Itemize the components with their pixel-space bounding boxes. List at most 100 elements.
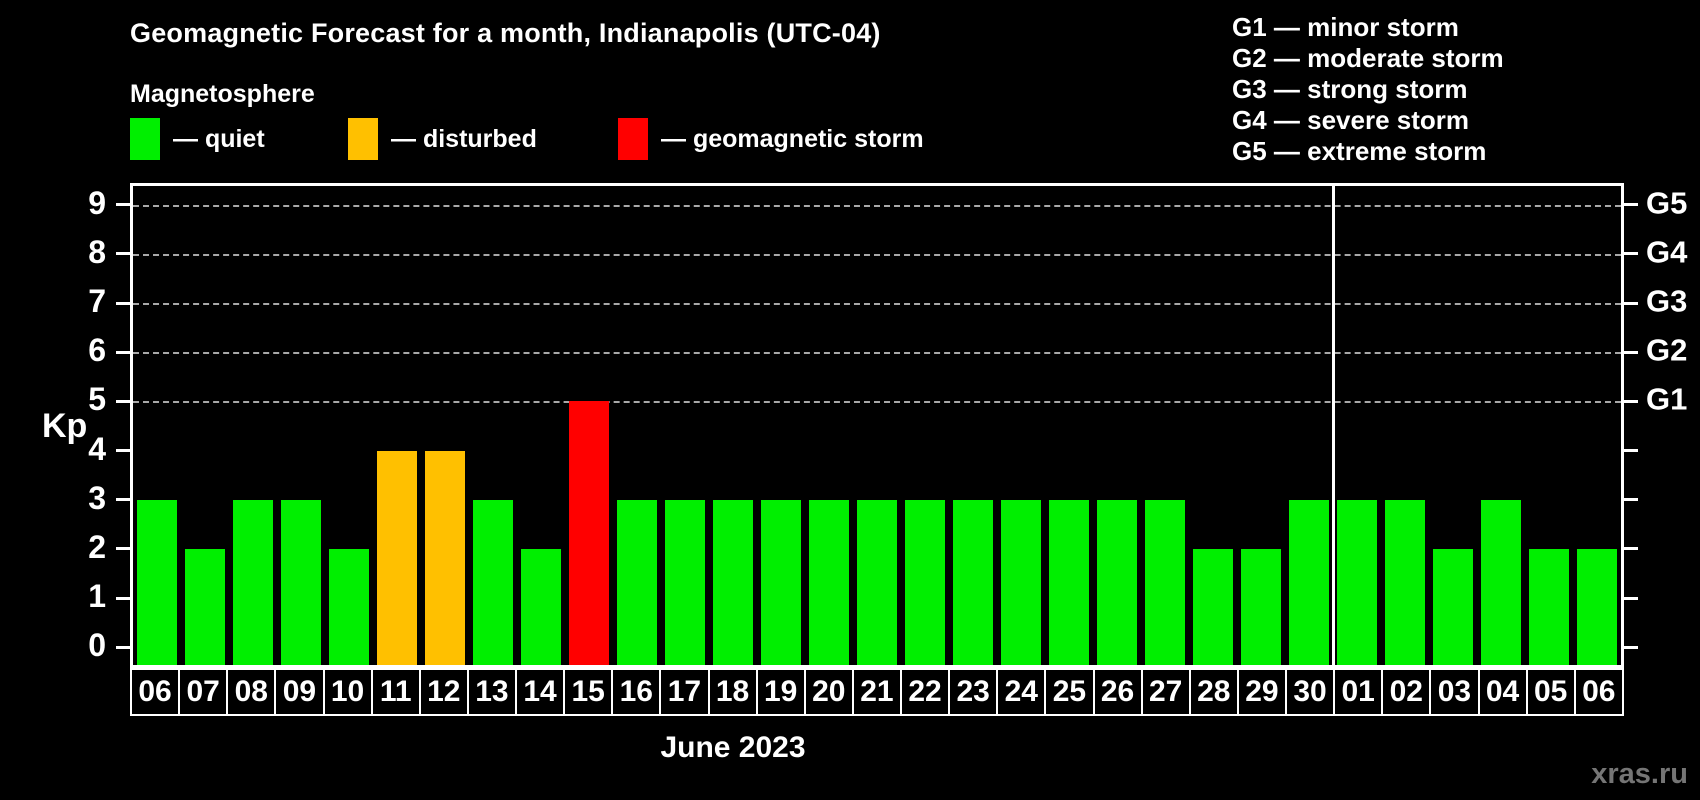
gridline-kp-7: [133, 303, 1621, 306]
kp-bar-day-16: [616, 499, 658, 665]
month-separator-line: [1331, 186, 1335, 665]
date-cell-13: 13: [466, 670, 515, 714]
left-tick-1: [116, 596, 130, 600]
kp-bar-day-03: [1432, 548, 1474, 665]
status-legend: — quiet — disturbed — geomagnetic storm: [0, 116, 1100, 162]
x-axis-month-label: June 2023: [660, 731, 806, 764]
plot-area: [130, 183, 1624, 668]
kp-bar-day-12: [424, 450, 466, 665]
kp-bar-day-11: [376, 450, 418, 665]
date-cell-05-next-month: 05: [1525, 670, 1574, 714]
magnetosphere-label: Magnetosphere: [130, 80, 315, 108]
date-cell-03-next-month: 03: [1429, 670, 1477, 714]
right-axis-label-g3: G3: [1646, 283, 1688, 319]
legend-item-storm: — geomagnetic storm: [618, 116, 924, 162]
g4-legend-line: G4 — severe storm: [1232, 105, 1470, 135]
kp-bar-day-08: [232, 499, 274, 665]
right-axis-label-g4: G4: [1646, 234, 1688, 270]
kp-bar-day-18: [712, 499, 754, 665]
legend-item-disturbed: — disturbed: [348, 116, 537, 162]
right-axis-label-g5: G5: [1646, 185, 1688, 221]
date-cell-30: 30: [1285, 670, 1333, 714]
kp-bar-day-22: [904, 499, 946, 665]
storm-color-swatch: [618, 118, 648, 160]
legend-item-quiet: — quiet: [130, 116, 265, 162]
kp-bar-day-15: [568, 401, 610, 665]
right-tick-1: [1624, 596, 1638, 600]
left-tick-9: [116, 203, 130, 207]
gridline-kp-6: [133, 352, 1621, 355]
date-cell-08: 08: [226, 670, 274, 714]
kp-bar-day-23: [952, 499, 994, 665]
storm-label: — geomagnetic storm: [661, 124, 924, 153]
date-cell-11: 11: [370, 670, 419, 714]
y-tick-label-9: 9: [88, 184, 106, 221]
kp-bar-day-09: [280, 499, 322, 665]
kp-bar-day-13: [472, 499, 514, 665]
date-cell-19: 19: [755, 670, 804, 714]
right-axis-label-g2: G2: [1646, 332, 1688, 368]
kp-bar-day-01: [1336, 499, 1378, 665]
x-axis-date-row: 06 07 08 09 10 11 12 13 14 15 16 17 18 19 20 21 22 23 24 25…: [130, 668, 1624, 716]
y-axis-title: Kp: [42, 407, 88, 445]
watermark: xras.ru: [1591, 758, 1688, 790]
kp-bar-day-07: [184, 548, 226, 665]
y-tick-label-5: 5: [88, 381, 106, 418]
disturbed-label: — disturbed: [391, 124, 537, 153]
g5-legend-line: G5 — extreme storm: [1232, 136, 1487, 166]
y-tick-label-4: 4: [88, 430, 106, 467]
kp-bar-day-10: [328, 548, 370, 665]
date-cell-01-next-month: 01: [1333, 670, 1381, 714]
kp-bar-day-06: [1576, 548, 1618, 665]
gridline-kp-8: [133, 253, 1621, 256]
left-tick-5: [116, 399, 130, 403]
date-cell-21: 21: [851, 670, 900, 714]
kp-bar-day-28: [1192, 548, 1234, 665]
y-tick-label-2: 2: [88, 528, 106, 565]
kp-bar-day-24: [1000, 499, 1042, 665]
left-tick-0: [116, 645, 130, 649]
y-tick-label-0: 0: [88, 627, 106, 664]
date-cell-14: 14: [515, 670, 563, 714]
gridline-kp-5: [133, 401, 1621, 404]
date-cell-24: 24: [996, 670, 1044, 714]
y-tick-label-1: 1: [88, 578, 106, 615]
date-cell-29: 29: [1236, 670, 1285, 714]
right-tick-4: [1624, 449, 1638, 453]
quiet-color-swatch: [130, 118, 160, 160]
date-cell-22: 22: [900, 670, 948, 714]
g-scale-legend: G1 — minor storm G2 — moderate storm G3 …: [1232, 12, 1504, 167]
right-tick-8: [1624, 252, 1638, 256]
date-cell-10: 10: [322, 670, 371, 714]
date-cell-17: 17: [659, 670, 707, 714]
left-tick-6: [116, 350, 130, 354]
date-cell-12: 12: [418, 670, 467, 714]
date-cell-18: 18: [707, 670, 756, 714]
date-cell-15: 15: [563, 670, 611, 714]
kp-bar-day-20: [808, 499, 850, 665]
kp-bar-day-06: [136, 499, 178, 665]
left-tick-4: [116, 449, 130, 453]
chart-title: Geomagnetic Forecast for a month, Indian…: [130, 18, 881, 48]
kp-bar-day-25: [1048, 499, 1090, 665]
g3-legend-line: G3 — strong storm: [1232, 74, 1468, 104]
date-cell-07: 07: [178, 670, 226, 714]
right-tick-0: [1624, 645, 1638, 649]
disturbed-color-swatch: [348, 118, 378, 160]
date-cell-28: 28: [1188, 670, 1237, 714]
date-cell-20: 20: [803, 670, 852, 714]
kp-bar-day-02: [1384, 499, 1426, 665]
y-tick-label-6: 6: [88, 332, 106, 369]
left-tick-7: [116, 301, 130, 305]
left-tick-3: [116, 498, 130, 502]
date-cell-06-next-month: 06: [1573, 670, 1622, 714]
kp-bar-day-29: [1240, 548, 1282, 665]
kp-bar-day-19: [760, 499, 802, 665]
date-cell-16: 16: [611, 670, 659, 714]
kp-bar-day-27: [1144, 499, 1186, 665]
kp-bar-day-04: [1480, 499, 1522, 665]
date-cell-02-next-month: 02: [1381, 670, 1429, 714]
kp-bar-day-26: [1096, 499, 1138, 665]
gridline-kp-9: [133, 204, 1621, 207]
